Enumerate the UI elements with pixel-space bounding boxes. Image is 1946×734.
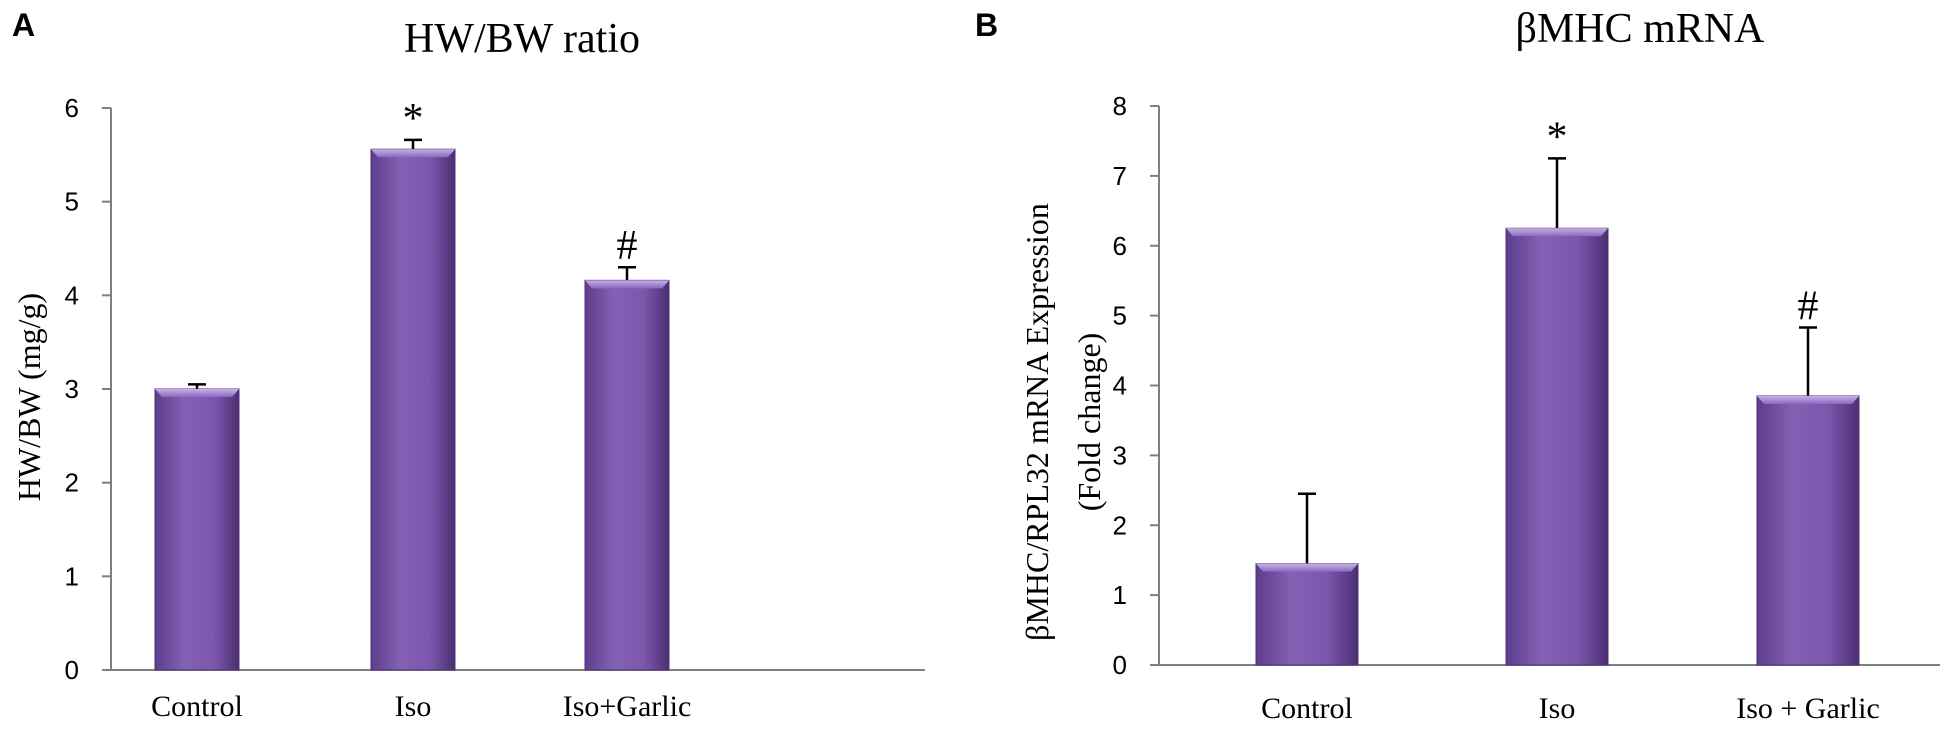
category-label: Control (151, 690, 243, 723)
y-tick-label: 6 (65, 93, 79, 123)
y-tick-label: 5 (1113, 301, 1127, 331)
bar (1505, 227, 1609, 666)
category-label: Iso (395, 690, 432, 723)
bar-group: # (1756, 284, 1860, 666)
panel-b: B βMHC mRNA βMHC/RPL32 mRNA Expression (… (975, 6, 1940, 725)
significance-marker: * (1547, 114, 1568, 160)
y-tick-label: 6 (1113, 231, 1127, 261)
significance-marker: # (617, 223, 638, 269)
y-tick-label: 0 (65, 655, 79, 685)
y-tick-label: 4 (1113, 371, 1127, 401)
bar-top-face (1256, 563, 1358, 572)
bar-group: * (370, 96, 456, 671)
panel-b-title: βMHC mRNA (1516, 6, 1766, 52)
bar-group (154, 383, 240, 671)
y-tick-label: 4 (65, 280, 79, 310)
significance-marker: * (403, 96, 424, 142)
y-tick-label: 0 (1113, 650, 1127, 680)
bar-top-face (1757, 395, 1859, 404)
y-tick-label: 2 (1113, 510, 1127, 540)
panel-b-bars: *# (1255, 114, 1860, 666)
panel-a-y-axis-label: HW/BW (mg/g) (11, 293, 47, 501)
y-tick-label: 2 (65, 468, 79, 498)
y-tick-label: 1 (1113, 580, 1127, 610)
bar-top-face (371, 149, 455, 158)
category-label: Control (1261, 692, 1353, 725)
panel-a-y-ticks: 0 1 2 3 4 5 6 (65, 93, 111, 685)
bar-top-face (1506, 228, 1608, 237)
category-label: Iso + Garlic (1736, 692, 1880, 725)
y-tick-label: 3 (1113, 440, 1127, 470)
bar (370, 148, 456, 671)
bar-group (1255, 492, 1359, 666)
y-tick-label: 5 (65, 187, 79, 217)
y-tick-label: 7 (1113, 161, 1127, 191)
panel-b-categories: Control Iso Iso + Garlic (1261, 692, 1880, 725)
bar (584, 279, 670, 671)
panel-b-y-axis-label-line-2: (Fold change) (1071, 333, 1107, 512)
significance-marker: # (1798, 284, 1819, 330)
y-tick-label: 3 (65, 374, 79, 404)
panel-a-bars: *# (154, 96, 670, 671)
panel-b-letter: B (975, 7, 998, 43)
bar-group: * (1505, 114, 1609, 666)
panel-a-letter: A (12, 7, 35, 43)
y-tick-label: 1 (65, 561, 79, 591)
category-label: Iso (1539, 692, 1576, 725)
bar (1255, 563, 1359, 666)
panel-b-y-axis-label-line-1: βMHC/RPL32 mRNA Expression (1019, 203, 1055, 641)
category-label: Iso+Garlic (563, 690, 692, 723)
panel-b-y-ticks: 0 1 2 3 4 5 6 7 8 (1113, 91, 1159, 680)
bar-group: # (584, 223, 670, 671)
bar (1756, 395, 1860, 666)
panel-a-title: HW/BW ratio (404, 16, 640, 62)
bar-top-face (585, 280, 669, 289)
bar-top-face (155, 389, 239, 397)
bar (154, 388, 240, 671)
panel-a-categories: Control Iso Iso+Garlic (151, 690, 691, 723)
y-tick-label: 8 (1113, 91, 1127, 121)
